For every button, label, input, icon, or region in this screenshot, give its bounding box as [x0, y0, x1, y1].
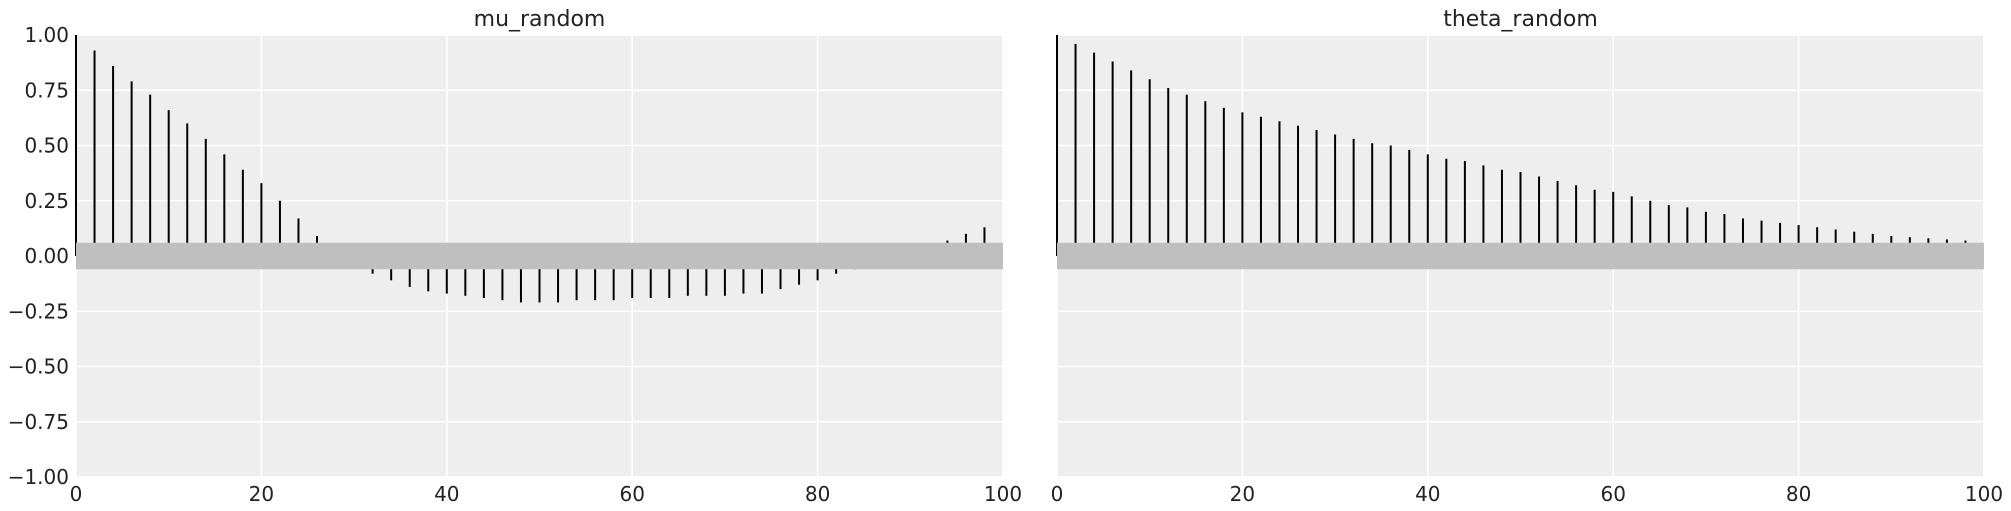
x-tick-label: 40: [434, 482, 459, 506]
x-tick-label: 0: [70, 482, 83, 506]
y-tick-label: −1.00: [8, 465, 69, 489]
panel-title: mu_random: [474, 7, 606, 32]
x-tick-label: 80: [1786, 482, 1811, 506]
y-tick-label: 0.00: [24, 244, 69, 268]
y-tick-label: 0.25: [24, 189, 69, 213]
x-tick-label: 20: [249, 482, 274, 506]
panel-mu-random: mu_random 0 20 40 60 80 100 1.00 0.75 0.50 0.25 0.0…: [8, 7, 1022, 506]
x-tick-label: 60: [619, 482, 644, 506]
x-tick-label: 80: [805, 482, 830, 506]
panel-title: theta_random: [1443, 7, 1598, 32]
y-tick-label: 1.00: [24, 23, 69, 47]
confidence-band: [76, 242, 1003, 270]
y-tick-label: 0.75: [24, 78, 69, 102]
x-tick-label: 0: [1051, 482, 1064, 506]
x-tick-label: 20: [1230, 482, 1255, 506]
x-tick-label: 100: [984, 482, 1022, 506]
y-tick-label: −0.75: [8, 410, 69, 434]
y-tick-label: −0.25: [8, 299, 69, 323]
x-tick-label: 100: [1965, 482, 2003, 506]
panel-theta-random: theta_random 0 20 40 60 80 100: [1051, 7, 2003, 506]
y-tick-label: 0.50: [24, 134, 69, 158]
y-tick-label: −0.50: [8, 355, 69, 379]
x-tick-label: 40: [1415, 482, 1440, 506]
confidence-band: [1057, 242, 1984, 270]
x-tick-label: 60: [1600, 482, 1625, 506]
